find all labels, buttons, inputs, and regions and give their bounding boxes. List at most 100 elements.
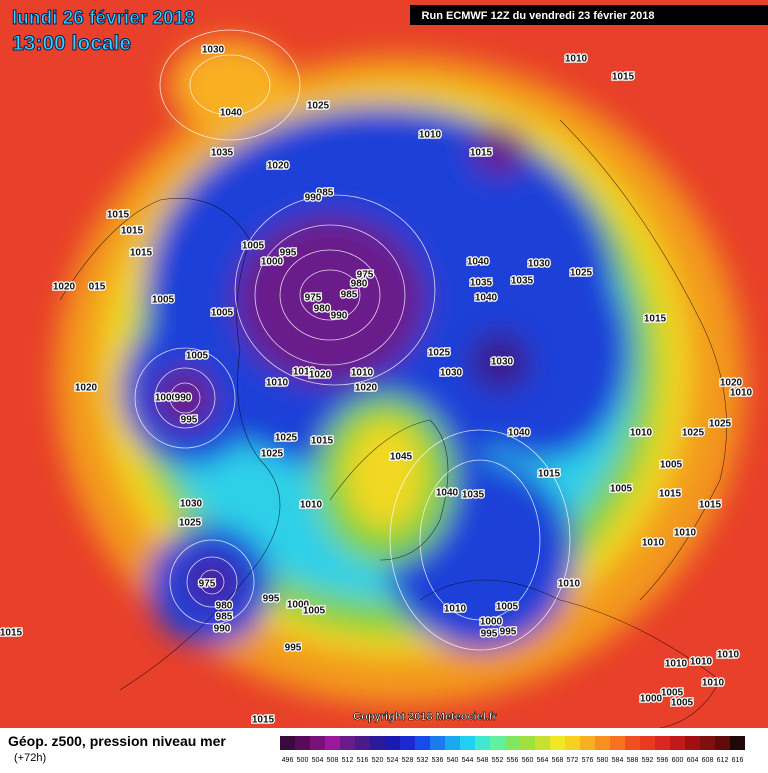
isobar-label: 1015 [0,628,23,639]
isobar-label: 1040 [436,488,459,499]
coastlines [59,119,727,729]
colorbar-label: 560 [522,757,534,764]
colorbar-swatch [520,736,535,750]
isobar-label: 1015 [311,436,334,447]
isobar-label: 1015 [470,148,493,159]
isobar-label: 1040 [220,108,243,119]
isobar-label: 1000 [155,393,178,404]
colorbar-swatch [415,736,430,750]
isobar-label: 1015 [699,500,722,511]
isobar-label: 995 [263,594,280,605]
isobar-label: 1005 [671,698,694,709]
isobar-label: 985 [317,188,334,199]
isobar-label: 990 [331,311,348,322]
colorbar-swatch [310,736,325,750]
colorbar-label: 552 [492,757,504,764]
isobar-label: 985 [341,290,358,301]
colorbar-swatch [370,736,385,750]
geopotential-field [55,40,745,705]
isobar-label: 1010 [674,528,697,539]
colorbar-swatch [580,736,595,750]
isobar-label: 1040 [467,257,490,268]
isobar-label: 1020 [309,370,332,381]
isobar-label: 1005 [152,295,175,306]
isobar-label: 1010 [300,500,323,511]
isobar-label: 1035 [470,278,493,289]
colorbar-swatch [445,736,460,750]
colorbar-label: 608 [702,757,714,764]
isobar-label: 1030 [440,368,463,379]
colorbar-label: 504 [312,757,324,764]
colorbar-label: 580 [597,757,609,764]
isobar-label: 1020 [720,378,743,389]
colorbar-label: 496 [282,757,294,764]
colorbar-label: 576 [582,757,594,764]
isobar-label: 1010 [444,604,467,615]
map-time-title: 13:00 locale [12,32,131,55]
isobar-label: 1015 [121,226,144,237]
isobar-label: 1035 [211,148,234,159]
colorbar-swatch [295,736,310,750]
isobar-label: 1000 [287,600,310,611]
colorbar-swatch [280,736,295,750]
isobar-label: 1030 [528,259,551,270]
isobar-label: 1025 [179,518,202,529]
colorbar-swatch [325,736,340,750]
colorbar-label: 616 [732,757,744,764]
isobar-label: 1010 [690,657,713,668]
colorbar-swatch [490,736,505,750]
colorbar-label: 548 [477,757,489,764]
colorbar-label: 556 [507,757,519,764]
colorbar-swatch [640,736,655,750]
isobar-label: 990 [175,393,192,404]
isobar-label: 995 [481,629,498,640]
isobar-label: 1020 [75,383,98,394]
isobar-label: 1020 [53,282,76,293]
colorbar-label: 584 [612,757,624,764]
isobar-label: 995 [181,415,198,426]
isobar-label: 1010 [642,538,665,549]
colorbar-swatch [655,736,670,750]
isobar-label: 1040 [475,293,498,304]
isobar-label: 1025 [709,419,732,430]
colorbar-label: 500 [297,757,309,764]
colorbar-swatch [625,736,640,750]
isobar-label: 980 [216,601,233,612]
isobar-label: 1030 [491,357,514,368]
colorbar-label: 588 [627,757,639,764]
isobar-label: 1000 [640,694,663,705]
isobar-label: 995 [280,248,297,259]
isobar-label: 975 [199,579,216,590]
colorbar-swatch [535,736,550,750]
isobar-label: 1010 [730,388,753,399]
isobar-label: 1020 [355,383,378,394]
colorbar-label: 508 [327,757,339,764]
isobar-label: 1015 [130,248,153,259]
colorbar-label: 572 [567,757,579,764]
run-banner [410,5,768,25]
isobar-label: 1010 [702,678,725,689]
isobar-label: 1010 [351,368,374,379]
colorbar-swatch [355,736,370,750]
isobar-label: 1040 [508,428,531,439]
colorbar-label: 512 [342,757,354,764]
colorbar-swatch [565,736,580,750]
isobar-label: 1030 [202,45,225,56]
isobar-label: 1005 [661,688,684,699]
colorbar-label: 540 [447,757,459,764]
isobar-label: 1000 [261,257,284,268]
isobar-label: 1010 [266,378,289,389]
isobar-label: 1005 [242,241,265,252]
colorbar-swatch [550,736,565,750]
colorbar-label: 528 [402,757,414,764]
isobar-label: 1010 [558,579,581,590]
isobar-label: 995 [500,627,517,638]
isobars [134,29,571,651]
isobar-label: 1015 [538,469,561,480]
isobar-label: 975 [305,293,322,304]
colorbar-label: 612 [717,757,729,764]
colorbar-label: 596 [657,757,669,764]
isobar-label: 1010 [665,659,688,670]
colorbar-label: 600 [672,757,684,764]
